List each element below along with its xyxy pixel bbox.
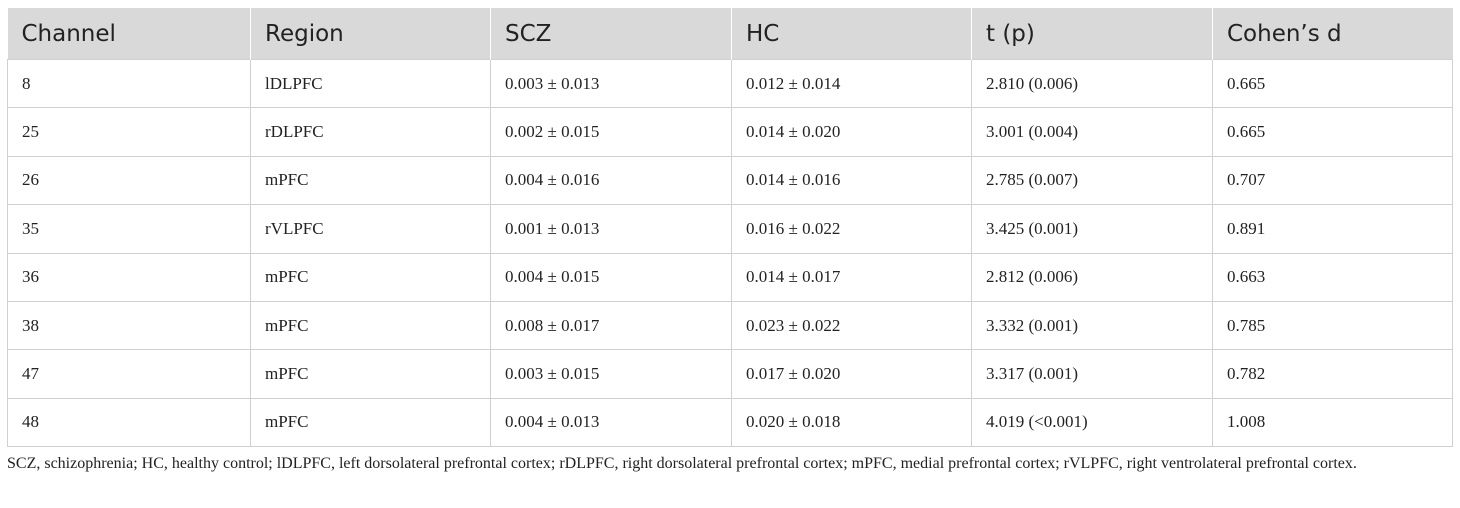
column-header: Region <box>250 8 491 60</box>
table-cell: 0.016 ± 0.022 <box>731 204 972 254</box>
table-cell: lDLPFC <box>250 58 491 109</box>
column-header: Cohen’s d <box>1212 8 1453 60</box>
table-cell: 0.004 ± 0.016 <box>490 155 732 206</box>
table-row: 48 mPFC 0.004 ± 0.013 0.020 ± 0.018 4.019 (<… <box>7 397 1453 448</box>
table-cell: 0.891 <box>1212 204 1453 254</box>
table-row: 8 lDLPFC 0.003 ± 0.013 0.012 ± 0.014 2.810 (… <box>7 58 1453 109</box>
table-cell: 3.317 (0.001) <box>971 349 1213 399</box>
table-cell: 0.003 ± 0.015 <box>490 349 732 399</box>
table-cell: 36 <box>7 252 251 302</box>
table-cell: mPFC <box>250 349 491 399</box>
table-cell: 0.004 ± 0.013 <box>490 397 732 448</box>
table-cell: 2.785 (0.007) <box>971 155 1213 206</box>
table-cell: 35 <box>7 204 251 254</box>
table-cell: mPFC <box>250 252 491 302</box>
table-cell: 8 <box>7 58 251 109</box>
table-cell: 47 <box>7 349 251 399</box>
table-row: 47 mPFC 0.003 ± 0.015 0.017 ± 0.020 3.317 (0… <box>7 349 1453 399</box>
footnote: SCZ, schizophrenia; HC, healthy control;… <box>7 455 1357 472</box>
table-cell: 0.017 ± 0.020 <box>731 349 972 399</box>
table-cell: 25 <box>7 107 251 157</box>
table-cell: 2.812 (0.006) <box>971 252 1213 302</box>
table-cell: 0.003 ± 0.013 <box>490 58 732 109</box>
table-cell: rDLPFC <box>250 107 491 157</box>
table-cell: 0.002 ± 0.015 <box>490 107 732 157</box>
table-cell: mPFC <box>250 300 491 351</box>
table-row: 36 mPFC 0.004 ± 0.015 0.014 ± 0.017 2.812 (0… <box>7 252 1453 302</box>
table-cell: 2.810 (0.006) <box>971 58 1213 109</box>
table-cell: 0.020 ± 0.018 <box>731 397 972 448</box>
table-cell: 38 <box>7 300 251 351</box>
table-cell: mPFC <box>250 397 491 448</box>
table-cell: 0.004 ± 0.015 <box>490 252 732 302</box>
column-header: SCZ <box>490 8 732 60</box>
table-cell: 3.332 (0.001) <box>971 300 1213 351</box>
table-cell: 0.012 ± 0.014 <box>731 58 972 109</box>
table-cell: 1.008 <box>1212 397 1453 448</box>
table-cell: 0.665 <box>1212 107 1453 157</box>
table-cell: 0.663 <box>1212 252 1453 302</box>
table-cell: 3.425 (0.001) <box>971 204 1213 254</box>
column-header: t (p) <box>971 8 1213 60</box>
column-header: Channel <box>7 8 251 60</box>
table-row: 26 mPFC 0.004 ± 0.016 0.014 ± 0.016 2.785 (0… <box>7 155 1453 206</box>
table-row: 25 rDLPFC 0.002 ± 0.015 0.014 ± 0.020 3.001 … <box>7 107 1453 157</box>
column-header: HC <box>731 8 972 60</box>
table-row: 38 mPFC 0.008 ± 0.017 0.023 ± 0.022 3.332 (0… <box>7 300 1453 351</box>
table-cell: rVLPFC <box>250 204 491 254</box>
table-cell: 0.707 <box>1212 155 1453 206</box>
table-cell: mPFC <box>250 155 491 206</box>
table-cell: 3.001 (0.004) <box>971 107 1213 157</box>
table-cell: 0.014 ± 0.020 <box>731 107 972 157</box>
table-cell: 0.665 <box>1212 58 1453 109</box>
header-row: Channel Region SCZ HC t (p) Cohen’s d <box>7 8 1453 60</box>
table-cell: 48 <box>7 397 251 448</box>
table-cell: 26 <box>7 155 251 206</box>
table-cell: 0.023 ± 0.022 <box>731 300 972 351</box>
table-cell: 0.014 ± 0.016 <box>731 155 972 206</box>
table-body: 8 lDLPFC 0.003 ± 0.013 0.012 ± 0.014 2.810 (… <box>7 58 1453 448</box>
table-cell: 0.014 ± 0.017 <box>731 252 972 302</box>
table-cell: 0.785 <box>1212 300 1453 351</box>
table-cell: 0.782 <box>1212 349 1453 399</box>
table-cell: 0.008 ± 0.017 <box>490 300 732 351</box>
table-cell: 4.019 (<0.001) <box>971 397 1213 448</box>
table-cell: 0.001 ± 0.013 <box>490 204 732 254</box>
table-row: 35 rVLPFC 0.001 ± 0.013 0.016 ± 0.022 3.425 … <box>7 204 1453 254</box>
data-table: Channel Region SCZ HC t (p) Cohen’s d 8 lDLPFC… <box>7 8 1453 448</box>
